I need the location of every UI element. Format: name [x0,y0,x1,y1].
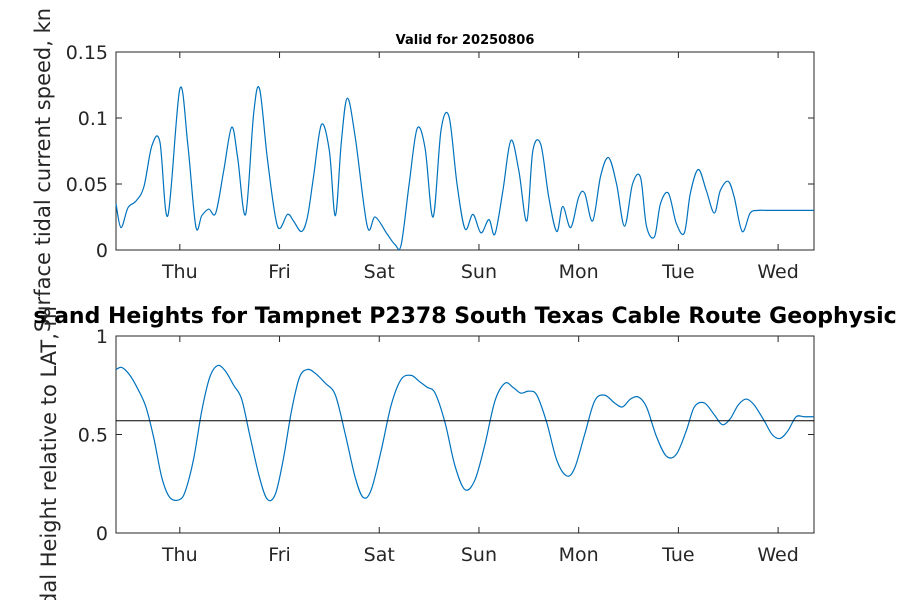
y-tick-label: 0 [96,240,108,262]
tidal-height-panel: s and Heights for Tampnet P2378 South Te… [33,304,896,600]
y-axis-label: Surface tidal current speed, kn [31,8,55,332]
series-lines [115,86,814,251]
y-axis-label: Tidal Height relative to LAT, m [37,306,61,600]
x-tick-label: Sun [461,544,497,566]
x-tick-label: Tue [661,261,694,283]
x-tick-label: Wed [757,544,798,566]
current-speed-panel: Valid for 20250806 0 0.05 0.1 0.15 Thu Fri Sa… [31,8,815,332]
x-tick-label: Tue [661,544,694,566]
y-ticks: 00.51 [78,326,814,545]
series-line [115,364,814,502]
x-tick-label: Mon [559,544,599,566]
x-tick-label: Sun [461,261,497,283]
x-tick-label: Thu [161,261,198,283]
y-tick-label: 0.05 [66,174,108,196]
x-ticks: Thu Fri Sat Sun Mon Tue Wed [161,52,799,283]
x-tick-label: Sat [364,261,395,283]
y-ticks: 0 0.05 0.1 0.15 [66,42,814,262]
chart-title: Valid for 20250806 [396,33,535,48]
y-tick-label: 0.5 [78,425,108,447]
x-tick-label: Fri [268,261,291,283]
x-tick-label: Sat [364,544,395,566]
x-ticks: Thu Fri Sat Sun Mon Tue Wed [161,336,799,566]
y-tick-label: 0.1 [78,108,108,130]
x-tick-label: Fri [268,544,291,566]
y-tick-label: 0.15 [66,42,108,64]
y-tick-label: 1 [96,326,108,348]
axes-box [115,335,815,534]
chart-title: s and Heights for Tampnet P2378 South Te… [33,304,896,329]
x-tick-label: Wed [757,261,798,283]
series-lines [115,364,814,502]
x-tick-label: Thu [161,544,198,566]
y-tick-label: 0 [96,523,108,545]
axes-box [115,51,815,251]
x-tick-label: Mon [559,261,599,283]
series-line [115,86,814,251]
